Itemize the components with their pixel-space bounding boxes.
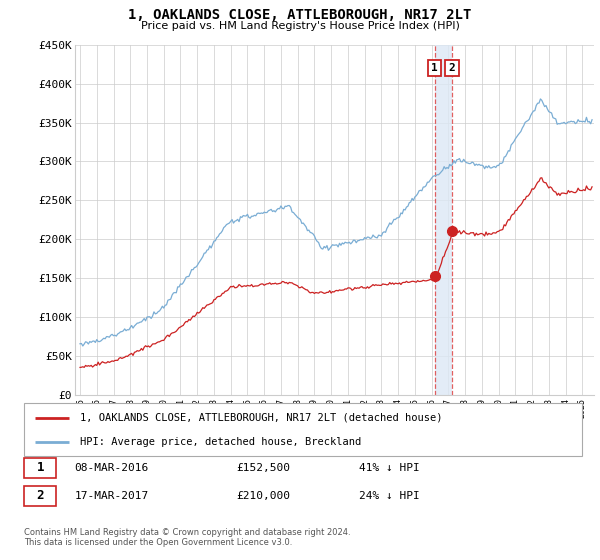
Text: 2: 2 [448,63,455,73]
Text: 1: 1 [431,63,438,73]
Text: Contains HM Land Registry data © Crown copyright and database right 2024.
This d: Contains HM Land Registry data © Crown c… [24,528,350,547]
FancyBboxPatch shape [24,486,56,506]
Text: 1, OAKLANDS CLOSE, ATTLEBOROUGH, NR17 2LT: 1, OAKLANDS CLOSE, ATTLEBOROUGH, NR17 2L… [128,8,472,22]
Text: 24% ↓ HPI: 24% ↓ HPI [359,491,419,501]
FancyBboxPatch shape [24,403,582,456]
Text: 1: 1 [37,461,44,474]
Text: 17-MAR-2017: 17-MAR-2017 [74,491,148,501]
Text: £210,000: £210,000 [236,491,290,501]
Text: £152,500: £152,500 [236,463,290,473]
Text: 08-MAR-2016: 08-MAR-2016 [74,463,148,473]
Text: HPI: Average price, detached house, Breckland: HPI: Average price, detached house, Brec… [80,437,361,447]
FancyBboxPatch shape [24,458,56,478]
Text: Price paid vs. HM Land Registry's House Price Index (HPI): Price paid vs. HM Land Registry's House … [140,21,460,31]
Bar [435,45,452,395]
Text: 1, OAKLANDS CLOSE, ATTLEBOROUGH, NR17 2LT (detached house): 1, OAKLANDS CLOSE, ATTLEBOROUGH, NR17 2L… [80,413,442,423]
Text: 2: 2 [37,489,44,502]
Text: 41% ↓ HPI: 41% ↓ HPI [359,463,419,473]
